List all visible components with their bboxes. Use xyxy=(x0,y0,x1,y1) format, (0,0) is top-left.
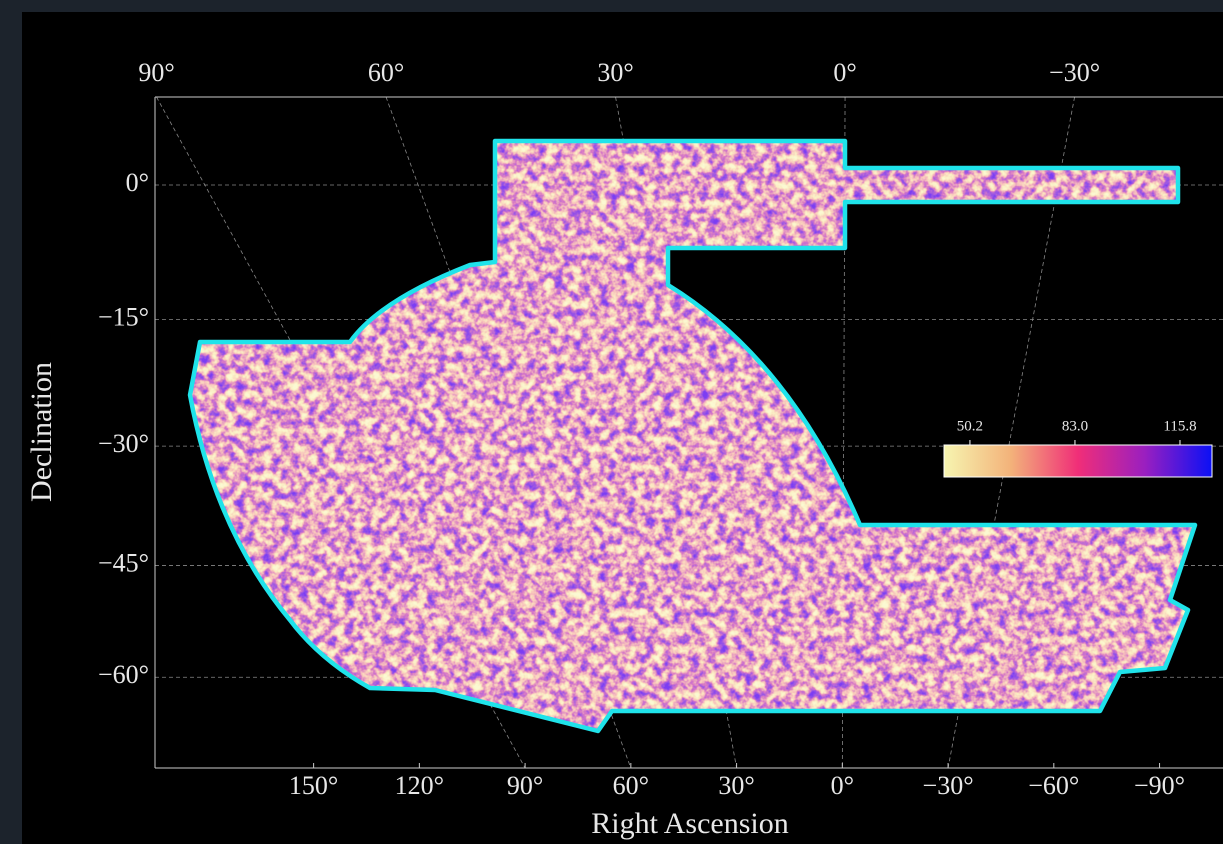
page: Right Ascension Declination 0° −15° −30° −4… xyxy=(0,0,1223,844)
x2-tick-label: −30° xyxy=(1049,58,1100,87)
chart: Right Ascension Declination 0° −15° −30° −4… xyxy=(0,0,1223,844)
x2-tick-label: 60° xyxy=(368,58,404,87)
x-tick-label: 0° xyxy=(831,771,854,800)
colorbar-tick-label: 83.0 xyxy=(1062,418,1088,434)
x-tick-label: −60° xyxy=(1028,771,1079,800)
x2-tick-label: 0° xyxy=(833,58,856,87)
colorbar xyxy=(944,445,1212,477)
y-tick-label: −15° xyxy=(98,302,149,331)
colorbar-tick-label: 115.8 xyxy=(1163,418,1196,434)
x-tick-label: 120° xyxy=(395,771,444,800)
x-tick-label: 150° xyxy=(289,771,338,800)
x-tick-label: −30° xyxy=(923,771,974,800)
x-tick-label: 90° xyxy=(507,771,543,800)
y-tick-label: −30° xyxy=(98,429,149,458)
x-tick-label: 30° xyxy=(718,771,754,800)
x-tick-label: −90° xyxy=(1134,771,1185,800)
colorbar-tick-label: 50.2 xyxy=(957,418,983,434)
x2-tick-label: 90° xyxy=(138,58,174,87)
y-tick-label: 0° xyxy=(126,168,149,197)
x-axis-label: Right Ascension xyxy=(591,807,789,840)
x2-tick-label: 30° xyxy=(597,58,633,87)
y-tick-label: −45° xyxy=(98,548,149,577)
y-axis-label: Declination xyxy=(25,362,58,502)
y-tick-label: −60° xyxy=(98,660,149,689)
x-tick-label: 60° xyxy=(613,771,649,800)
